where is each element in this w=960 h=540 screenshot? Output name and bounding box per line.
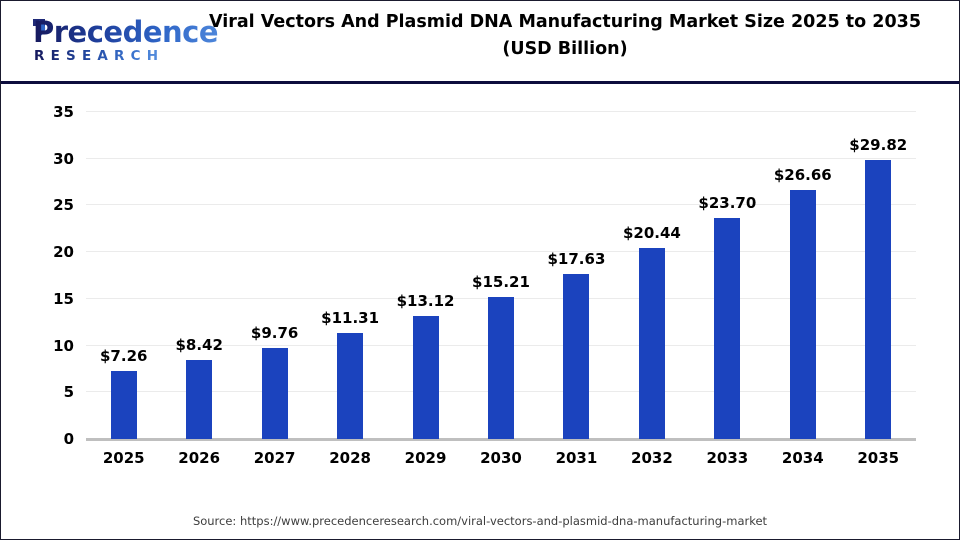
x-axis-tick-label: 2028 (329, 449, 371, 467)
bar[interactable] (261, 347, 288, 439)
bar-group: $17.63 2031 (539, 112, 614, 467)
x-axis-tick-label: 2026 (178, 449, 221, 467)
bar-value-label: $29.82 (849, 136, 908, 155)
bar-value-label: $17.63 (547, 250, 606, 269)
bar-group: $7.26 2025 (86, 112, 161, 467)
bar[interactable] (110, 371, 137, 439)
bar-group: $9.76 2027 (237, 112, 312, 467)
y-axis-tick-label: 10 (53, 336, 74, 355)
bar-group: $26.66 2034 (765, 112, 840, 467)
y-axis-tick-label: 15 (53, 289, 74, 308)
gridline (86, 157, 916, 159)
bar[interactable] (337, 333, 364, 439)
x-axis-tick-label: 2034 (781, 449, 824, 467)
logo-subtitle: RESEARCH (34, 48, 165, 64)
page-title-line-1: Viral Vectors And Plasmid DNA Manufactur… (208, 12, 921, 32)
chart-canvas: 0 5 10 15 20 25 30 35 $7.26 2025 $8.42 2026 $9.76 20… (53, 103, 916, 467)
gridline (86, 204, 916, 206)
bar-group: $15.21 2030 (463, 112, 538, 467)
source-caption: Source: https://www.precedenceresearch.c… (192, 514, 768, 528)
bar[interactable] (714, 217, 741, 439)
logo-wordmark: Precedence (33, 15, 219, 49)
precedence-research-logo: Precedence RESEARCH (15, 13, 219, 69)
y-axis-tick-label: 30 (53, 149, 74, 168)
y-axis-tick-label: 0 (63, 430, 74, 448)
bar-group: $23.70 2033 (690, 112, 765, 467)
bar[interactable] (638, 248, 665, 439)
bar-group: $8.42 2026 (161, 112, 236, 467)
leaf-mark-icon (33, 19, 46, 37)
x-axis-baseline (86, 438, 916, 441)
chart-plot-area: 0 5 10 15 20 25 30 35 $7.26 2025 $8.42 2026 $9.76 20… (1, 84, 959, 539)
gridline (86, 111, 916, 112)
bar-value-label: $20.44 (622, 224, 681, 243)
bar[interactable] (789, 189, 816, 439)
bar-value-label: $11.31 (321, 309, 380, 328)
x-axis-tick-label: 2032 (631, 449, 673, 467)
chart-header: Precedence RESEARCH Viral Vectors And Pl… (1, 1, 959, 84)
bar-group: $29.82 2035 (841, 112, 916, 467)
bar-group: $11.31 2028 (312, 112, 387, 467)
x-axis-tick-label: 2029 (404, 449, 447, 467)
y-axis-tick-label: 35 (53, 103, 74, 121)
bar-value-label: $15.21 (472, 272, 530, 291)
bar-value-label: $9.76 (250, 323, 299, 342)
bar-group: $13.12 2029 (388, 112, 463, 467)
x-axis-tick-label: 2025 (102, 449, 145, 467)
page-title-line-2: (USD Billion) (502, 39, 628, 59)
bar-value-label: $23.70 (698, 193, 757, 212)
x-axis-tick-label: 2035 (857, 449, 900, 467)
x-axis-tick-label: 2030 (480, 449, 522, 467)
bar-group: $20.44 2032 (614, 112, 689, 467)
bar-value-label: $26.66 (773, 165, 832, 184)
y-axis-tick-label: 25 (53, 196, 74, 215)
bar[interactable] (186, 360, 213, 439)
x-axis-tick-label: 2027 (253, 449, 296, 467)
header-divider (1, 81, 959, 84)
gridline (86, 251, 916, 253)
bar[interactable] (563, 274, 590, 439)
bar[interactable] (487, 296, 514, 439)
x-axis-tick-label: 2031 (555, 449, 598, 467)
y-axis-tick-label: 20 (53, 243, 74, 262)
bar-value-label: $8.42 (175, 336, 223, 355)
bar-value-label: $7.26 (99, 347, 148, 366)
page-title: Viral Vectors And Plasmid DNA Manufactur… (179, 9, 951, 63)
y-axis-tick-label: 5 (63, 383, 74, 402)
bar-value-label: $13.12 (396, 292, 455, 311)
bar[interactable] (412, 316, 439, 439)
x-axis-tick-label: 2033 (706, 449, 749, 467)
bar[interactable] (865, 160, 892, 439)
